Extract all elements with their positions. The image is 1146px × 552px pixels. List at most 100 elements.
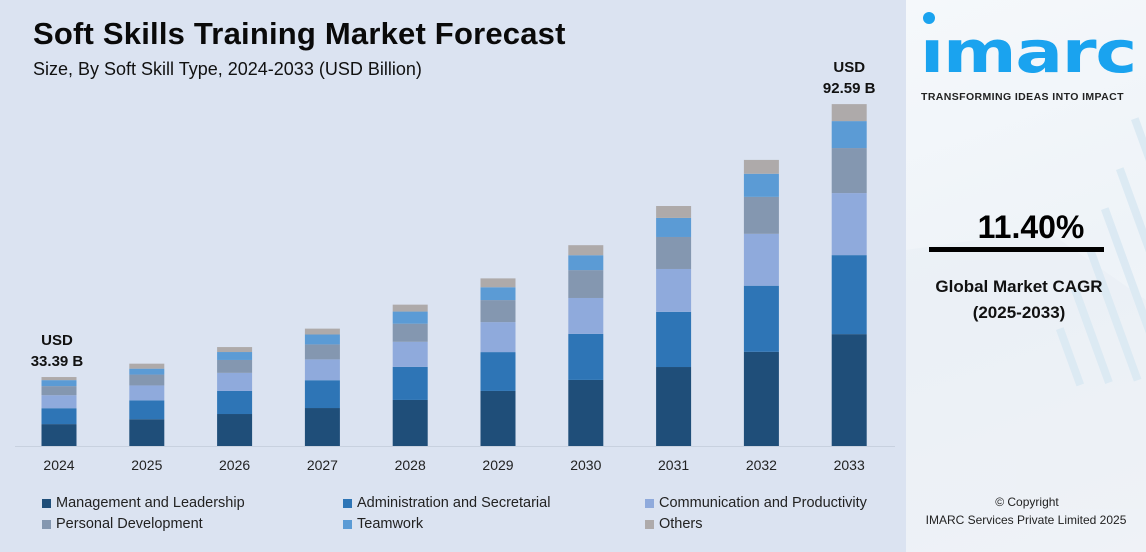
bar-segment-2027-5 <box>304 328 340 335</box>
bar-segment-2025-2 <box>129 385 165 401</box>
cagr-value: 11.40% <box>977 209 1085 245</box>
bar-segment-2030-0 <box>568 379 604 446</box>
legend-item: Administration and Secretarial <box>343 495 550 512</box>
bar-segment-2031-2 <box>656 268 692 312</box>
value-annotation-currency: USD <box>41 332 73 349</box>
legend-swatch <box>42 520 51 529</box>
legend-label: Teamwork <box>357 516 424 532</box>
bar-segment-2030-1 <box>568 333 604 380</box>
bar-segment-2024-3 <box>41 386 77 396</box>
legend-label: Administration and Secretarial <box>357 495 551 511</box>
bar-segment-2029-3 <box>480 300 516 323</box>
bar-segment-2026-2 <box>217 372 253 391</box>
x-tick-label: 2029 <box>482 457 513 473</box>
bar-segment-2032-4 <box>743 173 779 197</box>
bar-segment-2033-3 <box>831 148 867 194</box>
bar-segment-2031-5 <box>656 206 692 218</box>
bar-segment-2027-1 <box>304 380 340 409</box>
legend-label: Communication and Productivity <box>659 495 867 511</box>
bar-segment-2029-4 <box>480 287 516 301</box>
chart-subtitle: Size, By Soft Skill Type, 2024-2033 (USD… <box>33 59 422 79</box>
legend-label: Personal Development <box>56 516 203 532</box>
bar-segment-2026-5 <box>217 347 253 353</box>
sidebar: ımarc TRANSFORMING IDEAS INTO IMPACT 11.… <box>906 0 1146 552</box>
bar-segment-2032-3 <box>743 196 779 234</box>
legend-swatch <box>42 499 51 508</box>
bar-segment-2025-0 <box>129 419 165 446</box>
chart-panel: Soft Skills Training Market Forecast Siz… <box>0 0 906 552</box>
x-tick-label: 2025 <box>131 457 162 473</box>
bar-segment-2030-4 <box>568 255 604 271</box>
x-tick-label: 2031 <box>658 457 689 473</box>
bar-segment-2028-2 <box>392 341 428 367</box>
bar-segment-2027-4 <box>304 334 340 345</box>
bar-segment-2029-5 <box>480 278 516 288</box>
bar-segment-2027-0 <box>304 408 340 446</box>
bar-segment-2031-0 <box>656 367 692 446</box>
bar-segment-2028-5 <box>392 304 428 312</box>
legend-label: Others <box>659 516 703 532</box>
bar-segment-2025-4 <box>129 368 165 375</box>
x-tick-label: 2028 <box>395 457 426 473</box>
bar-segment-2026-0 <box>217 414 253 446</box>
bar-segment-2026-1 <box>217 390 253 415</box>
x-tick-label: 2027 <box>307 457 338 473</box>
bar-segment-2024-2 <box>41 395 77 409</box>
bar-segment-2027-2 <box>304 359 340 381</box>
bar-segment-2033-4 <box>831 121 867 149</box>
legend-item: Personal Development <box>42 516 203 533</box>
cagr-label: Global Market CAGR <box>935 277 1103 296</box>
bar-segment-2025-5 <box>129 363 165 369</box>
imarc-logo: ımarc <box>920 12 1137 86</box>
copyright-owner: IMARC Services Private Limited 2025 <box>925 513 1127 527</box>
bar-segment-2029-1 <box>480 352 516 391</box>
bar-segment-2029-0 <box>480 390 516 446</box>
x-tick-label: 2032 <box>746 457 777 473</box>
background-chart-decoration <box>906 117 1146 552</box>
bar-segment-2032-5 <box>743 159 779 174</box>
bar-segment-2032-0 <box>743 351 779 446</box>
copyright-line: © Copyright <box>995 495 1059 509</box>
bar-segment-2030-5 <box>568 245 604 256</box>
legend-swatch <box>645 520 654 529</box>
bar-segment-2024-1 <box>41 408 77 425</box>
bar-segment-2024-0 <box>41 424 77 446</box>
legend-label: Management and Leadership <box>56 495 245 511</box>
bar-segment-2031-4 <box>656 217 692 237</box>
cagr-period: (2025-2033) <box>972 303 1066 322</box>
bar-segment-2028-1 <box>392 366 428 400</box>
bar-segment-2030-3 <box>568 270 604 298</box>
bar-segment-2025-3 <box>129 374 165 386</box>
legend-item: Teamwork <box>343 516 423 533</box>
svg-text:ımarc: ımarc <box>920 18 1136 86</box>
bar-segment-2025-1 <box>129 400 165 420</box>
bar-segment-2024-5 <box>41 377 77 381</box>
legend-item: Management and Leadership <box>42 495 245 512</box>
stacked-bar-chart: 2024 USD 33.39 B 2025 2026 2027 2028 2029 2030 20… <box>15 59 895 473</box>
bar-segment-2027-3 <box>304 344 340 360</box>
bar-segment-2029-2 <box>480 322 516 353</box>
x-tick-label: 2024 <box>43 457 74 473</box>
bar-segment-2033-1 <box>831 255 867 335</box>
bar-segment-2033-2 <box>831 193 867 256</box>
value-annotation-amount: 33.39 B <box>31 353 84 370</box>
logo-tagline: TRANSFORMING IDEAS INTO IMPACT <box>921 91 1124 103</box>
legend-item: Others <box>645 516 703 533</box>
chart-title: Soft Skills Training Market Forecast <box>33 16 566 51</box>
value-annotation-currency: USD <box>833 59 865 76</box>
bar-segment-2032-2 <box>743 233 779 286</box>
bar-segment-2031-3 <box>656 236 692 269</box>
value-annotation-amount: 92.59 B <box>823 80 876 97</box>
legend-item: Communication and Productivity <box>645 495 867 512</box>
bar-segment-2031-1 <box>656 311 692 368</box>
bar-segment-2028-0 <box>392 399 428 446</box>
bar-segment-2026-3 <box>217 359 253 373</box>
legend-swatch <box>645 499 654 508</box>
bar-segment-2033-0 <box>831 334 867 446</box>
bar-segment-2024-4 <box>41 380 77 387</box>
bar-segment-2030-2 <box>568 297 604 334</box>
legend-swatch <box>343 499 352 508</box>
bar-segment-2028-4 <box>392 311 428 324</box>
x-tick-label: 2026 <box>219 457 250 473</box>
x-tick-label: 2033 <box>834 457 865 473</box>
